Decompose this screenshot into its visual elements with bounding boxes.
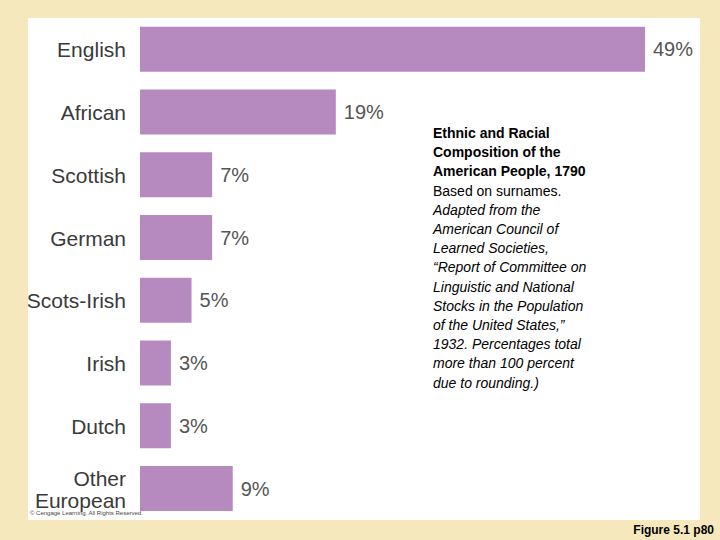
- svg-text:9%: 9%: [241, 478, 270, 500]
- html-text:Adapted from the American Coun: Adapted from the American Council of Lea…: [433, 201, 587, 391]
- svg-text:5%: 5%: [200, 289, 229, 311]
- svg-text:German: German: [50, 226, 126, 249]
- svg-text:Dutch: Dutch: [71, 414, 126, 437]
- svg-text:7%: 7%: [220, 227, 249, 249]
- svg-text:English: English: [57, 38, 126, 61]
- html-text:Figure 5.1 p80: Figure 5.1 p80: [633, 523, 714, 537]
- html-text:Based on surnames.: Based on surnames.: [433, 182, 562, 199]
- svg-text:49%: 49%: [653, 38, 693, 60]
- html-text:Ethnic and Racial Composition: Ethnic and Racial Composition of the Ame…: [433, 125, 586, 180]
- svg-text:19%: 19%: [344, 101, 384, 123]
- svg-text:Scottish: Scottish: [51, 163, 126, 186]
- html-text:© Cengage Learning. All Rights: © Cengage Learning. All Rights Reserved.: [30, 510, 143, 516]
- svg-text:OtherEuropean: OtherEuropean: [35, 466, 126, 511]
- svg-text:African: African: [61, 101, 126, 124]
- svg-text:Scots-Irish: Scots-Irish: [28, 289, 126, 312]
- svg-text:7%: 7%: [220, 164, 249, 186]
- svg-text:3%: 3%: [179, 415, 208, 437]
- svg-text:Irish: Irish: [86, 352, 126, 375]
- svg-text:3%: 3%: [179, 352, 208, 374]
